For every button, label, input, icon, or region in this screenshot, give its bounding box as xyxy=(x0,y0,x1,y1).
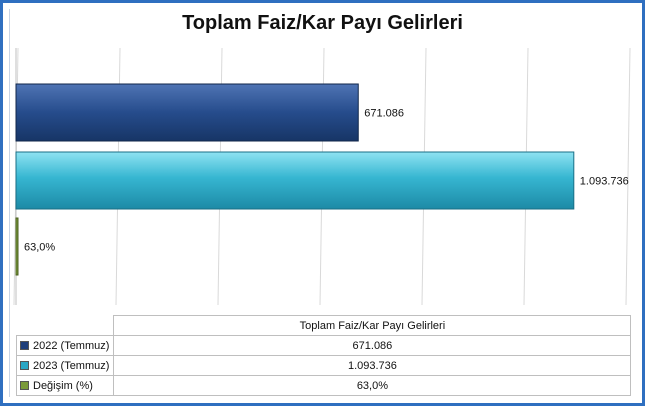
row-label-text: Değişim (%) xyxy=(33,379,93,392)
bar-1 xyxy=(15,151,575,210)
table-cell: 671.086 xyxy=(113,335,632,356)
legend-swatch-change xyxy=(20,381,29,391)
table-row: Değişim (%) 63,0% xyxy=(15,375,632,396)
frame-inner-rule xyxy=(9,9,636,397)
table-header: Toplam Faiz/Kar Payı Gelirleri xyxy=(113,315,632,336)
legend-swatch-2022 xyxy=(20,341,29,351)
table-cell: 63,0% xyxy=(113,375,632,396)
table-row: 2023 (Temmuz) 1.093.736 xyxy=(15,355,632,376)
table-row-label: 2022 (Temmuz) xyxy=(15,335,115,356)
table-row-label: Değişim (%) xyxy=(15,375,115,396)
data-label-0: 671.086 xyxy=(364,108,404,120)
chart-title: Toplam Faiz/Kar Payı Gelirleri xyxy=(182,12,463,34)
data-label-2: 63,0% xyxy=(24,242,55,254)
row-label-text: 2022 (Temmuz) xyxy=(33,339,110,352)
table-header-row: Toplam Faiz/Kar Payı Gelirleri xyxy=(16,315,632,336)
legend-swatch-2023 xyxy=(20,361,29,371)
gridline xyxy=(625,47,631,306)
bar-0 xyxy=(15,83,359,142)
data-labels: 671.086 1.093.736 63,0% xyxy=(24,108,629,254)
bar-2 xyxy=(15,217,19,276)
row-label-text: 2023 (Temmuz) xyxy=(33,359,110,372)
table-cell: 1.093.736 xyxy=(113,355,632,376)
data-table: Toplam Faiz/Kar Payı Gelirleri 2022 (Tem… xyxy=(15,315,632,396)
table-corner xyxy=(16,315,115,336)
data-label-1: 1.093.736 xyxy=(580,176,629,188)
table-row-label: 2023 (Temmuz) xyxy=(15,355,115,376)
table-row: 2022 (Temmuz) 671.086 xyxy=(15,335,632,356)
bars xyxy=(15,83,575,276)
